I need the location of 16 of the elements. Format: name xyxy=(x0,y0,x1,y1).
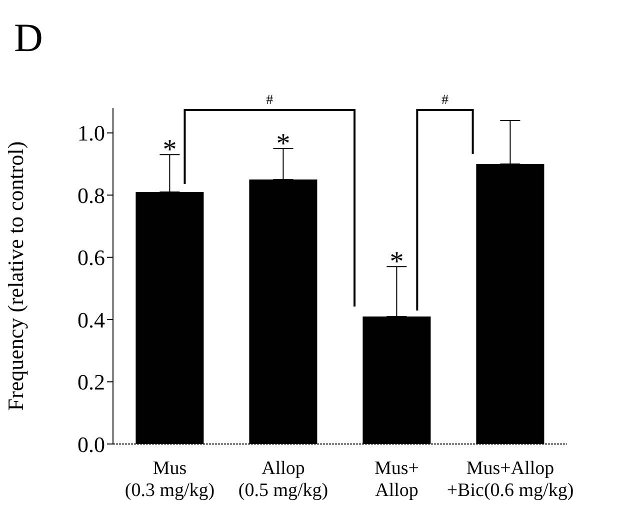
annotation: * xyxy=(162,134,177,166)
y-tick-label: 1.0 xyxy=(78,120,105,146)
y-tick-label: 0.2 xyxy=(78,370,105,395)
chart-title: D xyxy=(14,14,43,61)
y-tick-label: 0.4 xyxy=(78,307,105,332)
x-tick-label: Allop (0.5 mg/kg) xyxy=(238,458,328,501)
x-tick-label: Mus (0.3 mg/kg) xyxy=(124,458,215,501)
annotation: * xyxy=(276,128,290,160)
x-tick-label: Mus+ Allop xyxy=(374,458,420,501)
text: # xyxy=(441,93,448,108)
y-tick-label: 0.6 xyxy=(78,245,105,270)
y-tick-label: 0.8 xyxy=(78,182,105,208)
annotation: * xyxy=(390,246,404,278)
y-tick-label: 0.0 xyxy=(78,432,105,457)
x-tick-label: Mus+Allop +Bic(0.6 mg/kg) xyxy=(446,458,574,501)
text: # xyxy=(266,93,274,108)
